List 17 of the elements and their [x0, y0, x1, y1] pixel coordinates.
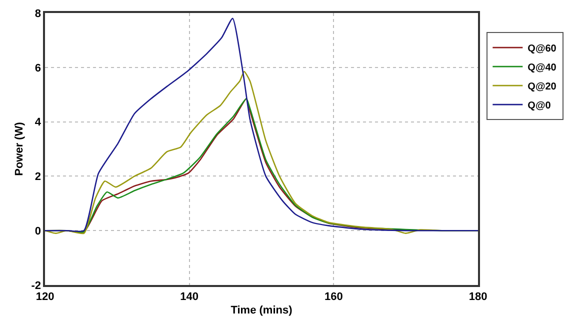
y-tick-label: 4 — [34, 116, 42, 129]
y-tick-label: -2 — [31, 280, 42, 292]
y-axis-title: Power (W) — [13, 122, 26, 176]
x-tick-label: 120 — [36, 290, 54, 303]
x-tick-label: 140 — [180, 290, 199, 303]
line-series — [45, 18, 478, 232]
y-tick-label: 6 — [34, 62, 42, 74]
y-tick-label: 2 — [34, 171, 42, 184]
legend-label: Q@20 — [528, 81, 557, 92]
x-tick-label: 160 — [324, 290, 343, 303]
y-tick-label: 0 — [34, 225, 42, 238]
legend-label: Q@40 — [528, 62, 557, 74]
x-tick-label: 180 — [468, 290, 488, 303]
x-axis-title: Time (mins) — [230, 304, 293, 317]
y-tick-label: 8 — [34, 8, 42, 20]
legend-label: Q@0 — [528, 100, 552, 112]
legend-label: Q@60 — [528, 43, 557, 54]
